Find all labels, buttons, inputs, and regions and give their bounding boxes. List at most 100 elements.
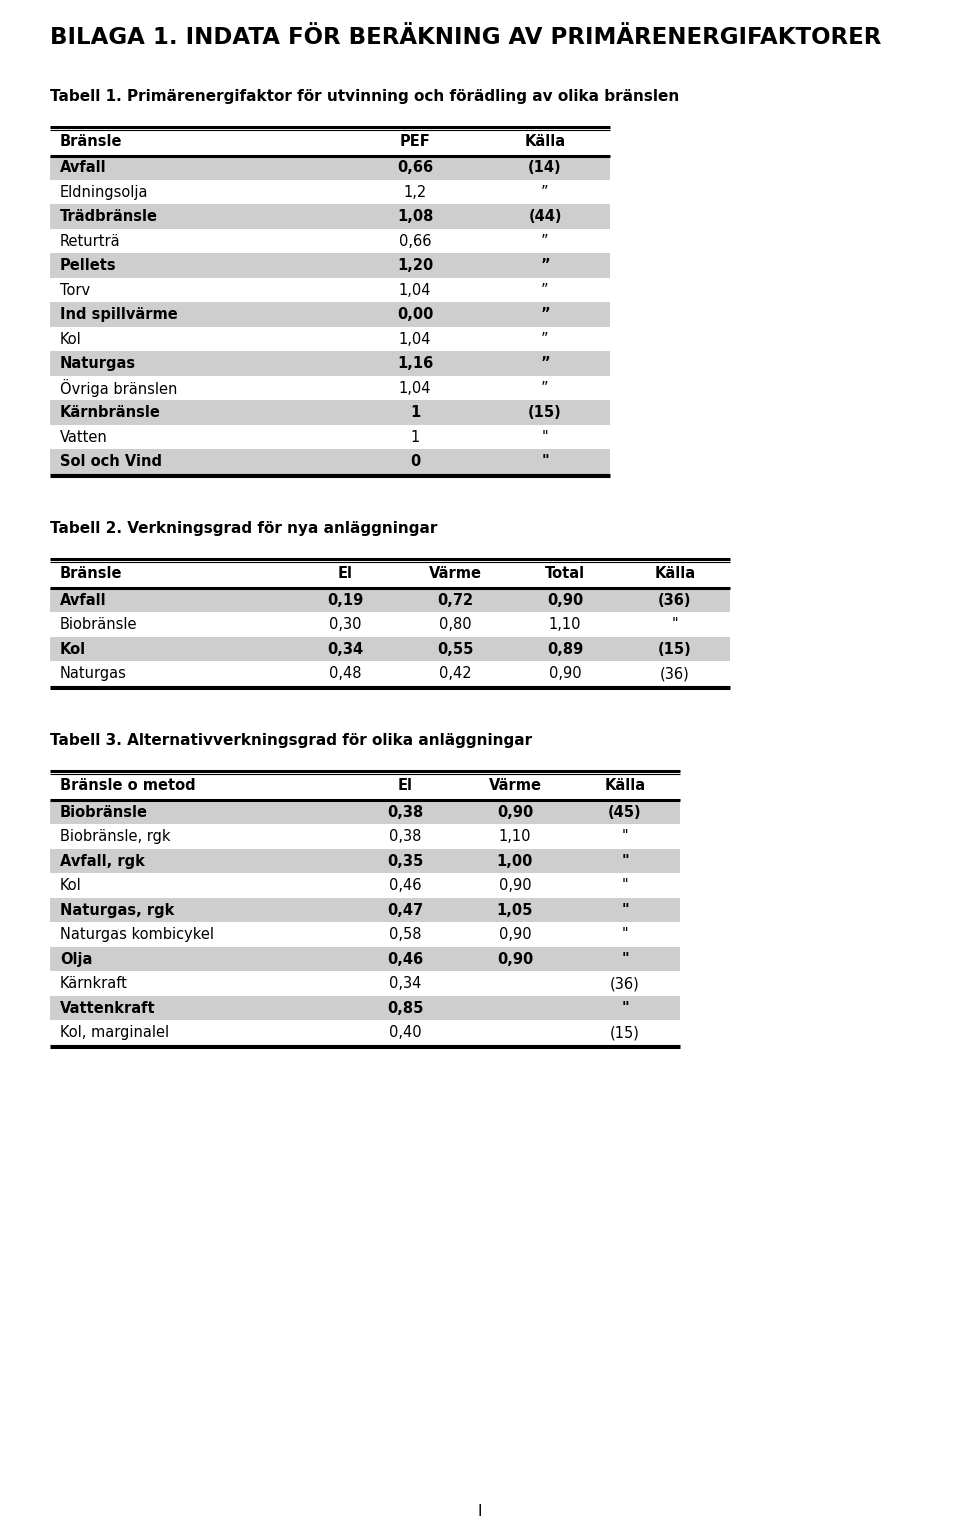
Text: Tabell 3. Alternativverkningsgrad för olika anläggningar: Tabell 3. Alternativverkningsgrad för ol… — [50, 733, 532, 749]
Text: 0,55: 0,55 — [437, 641, 473, 657]
Bar — [50, 450, 610, 475]
Text: 1,04: 1,04 — [398, 283, 431, 297]
Text: 0,66: 0,66 — [398, 234, 431, 248]
Bar — [50, 772, 680, 801]
Bar — [50, 401, 610, 426]
Text: 0,90: 0,90 — [498, 928, 531, 942]
Text: Torv: Torv — [60, 283, 90, 297]
Text: ”: ” — [540, 259, 550, 273]
Text: 1,00: 1,00 — [497, 854, 533, 868]
Text: Trädbränsle: Trädbränsle — [60, 210, 158, 224]
Bar — [50, 303, 610, 328]
Text: Tabell 1. Primärenergifaktor för utvinning och förädling av olika bränslen: Tabell 1. Primärenergifaktor för utvinni… — [50, 89, 680, 104]
Bar — [50, 850, 680, 874]
Text: 0,19: 0,19 — [326, 592, 363, 608]
Text: Källa: Källa — [655, 566, 696, 582]
Text: (15): (15) — [659, 641, 692, 657]
Text: 0,89: 0,89 — [547, 641, 583, 657]
Text: 1,08: 1,08 — [396, 210, 433, 224]
Text: Kärnbränsle: Kärnbränsle — [60, 406, 161, 419]
Bar — [50, 1021, 680, 1046]
Bar — [50, 874, 680, 899]
Text: Avfall, rgk: Avfall, rgk — [60, 854, 145, 868]
Text: ": " — [672, 617, 679, 632]
Text: Ind spillvärme: Ind spillvärme — [60, 308, 178, 322]
Text: 0,38: 0,38 — [389, 830, 421, 844]
Text: ”: ” — [540, 357, 550, 371]
Text: ": " — [621, 952, 629, 966]
Bar — [50, 923, 680, 948]
Text: (36): (36) — [660, 666, 690, 681]
Bar — [50, 972, 680, 997]
Text: 0,90: 0,90 — [547, 592, 583, 608]
Text: Källa: Källa — [524, 133, 565, 149]
Text: 0,34: 0,34 — [389, 977, 421, 991]
Text: 0,40: 0,40 — [389, 1026, 421, 1040]
Text: 1,20: 1,20 — [396, 259, 433, 273]
Text: 1,2: 1,2 — [403, 185, 426, 199]
Text: ”: ” — [541, 381, 549, 395]
Bar — [50, 377, 610, 401]
Text: 0,46: 0,46 — [389, 879, 421, 893]
Text: 1,04: 1,04 — [398, 381, 431, 395]
Text: El: El — [397, 778, 413, 793]
Text: Tabell 2. Verkningsgrad för nya anläggningar: Tabell 2. Verkningsgrad för nya anläggni… — [50, 522, 438, 536]
Bar — [50, 156, 610, 181]
Text: ": " — [621, 854, 629, 868]
Text: Biobränsle: Biobränsle — [60, 805, 148, 819]
Text: ”: ” — [541, 185, 549, 199]
Text: ”: ” — [541, 234, 549, 248]
Text: I: I — [478, 1503, 482, 1519]
Bar — [50, 997, 680, 1021]
Text: BILAGA 1. INDATA FÖR BERÄKNING AV PRIMÄRENERGIFAKTORER: BILAGA 1. INDATA FÖR BERÄKNING AV PRIMÄR… — [50, 26, 881, 49]
Text: 0,58: 0,58 — [389, 928, 421, 942]
Text: Naturgas kombicykel: Naturgas kombicykel — [60, 928, 214, 942]
Bar — [50, 825, 680, 850]
Bar — [50, 426, 610, 450]
Text: 0,80: 0,80 — [439, 617, 471, 632]
Text: 0,35: 0,35 — [387, 854, 423, 868]
Text: 1,05: 1,05 — [497, 903, 533, 917]
Text: ": " — [622, 830, 628, 844]
Text: Värme: Värme — [489, 778, 541, 793]
Bar — [50, 801, 680, 825]
Text: Returträ: Returträ — [60, 234, 121, 248]
Text: Avfall: Avfall — [60, 161, 107, 175]
Bar — [50, 612, 730, 637]
Bar — [50, 661, 730, 686]
Text: Naturgas, rgk: Naturgas, rgk — [60, 903, 175, 917]
Text: (44): (44) — [528, 210, 562, 224]
Bar — [50, 205, 610, 230]
Text: Kärnkraft: Kärnkraft — [60, 977, 128, 991]
Text: (15): (15) — [610, 1026, 640, 1040]
Text: Olja: Olja — [60, 952, 92, 966]
Text: 0,46: 0,46 — [387, 952, 423, 966]
Text: 0,38: 0,38 — [387, 805, 423, 819]
Text: 0,90: 0,90 — [549, 666, 582, 681]
Bar — [50, 127, 610, 156]
Bar — [50, 181, 610, 205]
Text: 0,48: 0,48 — [328, 666, 361, 681]
Text: (15): (15) — [528, 406, 562, 419]
Text: Kol: Kol — [60, 641, 86, 657]
Text: 0,42: 0,42 — [439, 666, 471, 681]
Text: Total: Total — [545, 566, 585, 582]
Text: Bränsle o metod: Bränsle o metod — [60, 778, 196, 793]
Text: 1,10: 1,10 — [499, 830, 531, 844]
Text: 0,90: 0,90 — [498, 879, 531, 893]
Text: 0,47: 0,47 — [387, 903, 423, 917]
Text: (45): (45) — [609, 805, 642, 819]
Text: PEF: PEF — [399, 133, 430, 149]
Text: 0,66: 0,66 — [396, 161, 433, 175]
Text: Kol: Kol — [60, 332, 82, 346]
Text: Övriga bränslen: Övriga bränslen — [60, 380, 178, 397]
Text: Bränsle: Bränsle — [60, 566, 123, 582]
Text: 0,90: 0,90 — [497, 952, 533, 966]
Text: 0,90: 0,90 — [497, 805, 533, 819]
Bar — [50, 328, 610, 352]
Text: 0,30: 0,30 — [328, 617, 361, 632]
Text: (36): (36) — [659, 592, 692, 608]
Text: Vattenkraft: Vattenkraft — [60, 1001, 156, 1015]
Text: 0,72: 0,72 — [437, 592, 473, 608]
Text: 0,34: 0,34 — [327, 641, 363, 657]
